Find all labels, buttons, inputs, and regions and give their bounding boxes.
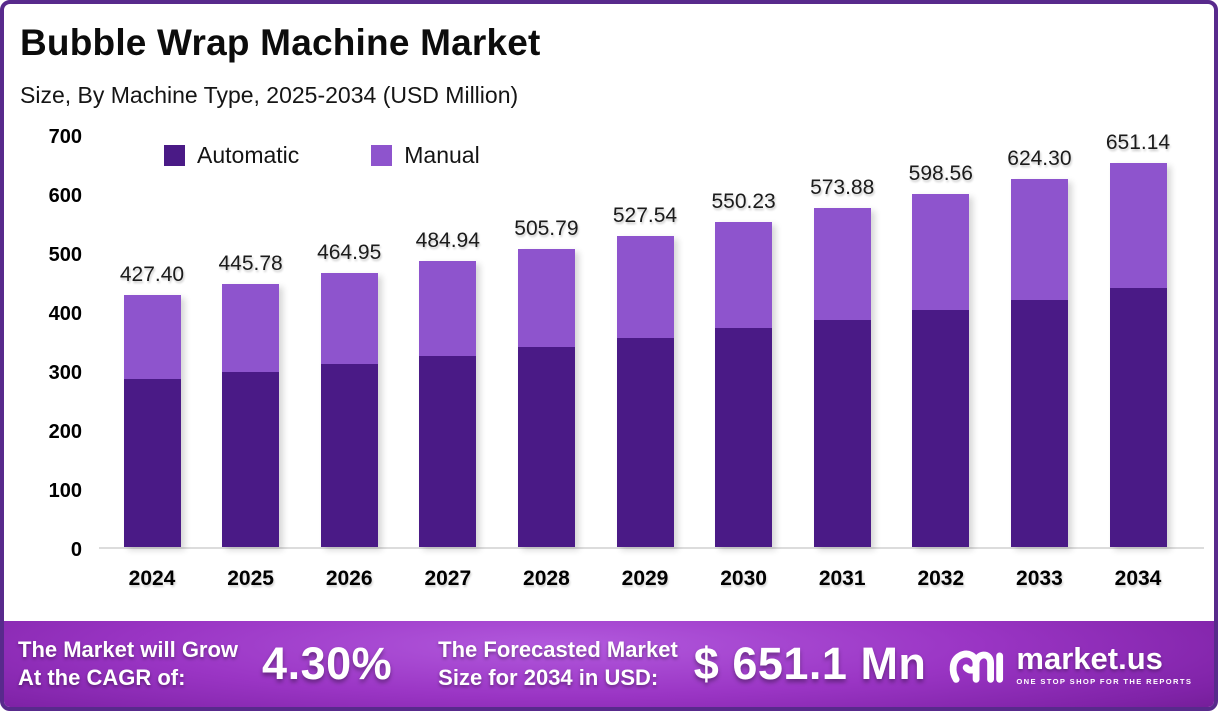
bar-total-label-2025: 445.78	[218, 252, 283, 275]
bar-total-label-2031: 573.88	[810, 176, 875, 200]
page-subtitle: Size, By Machine Type, 2025-2034 (USD Mi…	[20, 82, 519, 108]
legend-label-manual: Manual	[404, 142, 480, 168]
bar-2032-manual-segment	[912, 193, 970, 310]
bar-2032	[912, 193, 970, 547]
forecast-label-line1: The Forecasted Market	[438, 636, 678, 662]
bar-2031-automatic-segment	[813, 319, 871, 547]
bar-2028-automatic-segment	[517, 346, 575, 547]
x-axis-label-2034: 2034	[1114, 567, 1162, 590]
automatic-swatch-icon	[164, 145, 185, 166]
forecast-value: $ 651.1 Mn	[693, 638, 927, 689]
bar-2029	[616, 235, 674, 547]
forecast-label: The Forecasted Market Size for 2034 in U…	[438, 636, 678, 692]
bar-total-label-2033: 624.30	[1007, 146, 1072, 170]
bar-2034-automatic-segment	[1109, 287, 1167, 547]
bar-2029-manual-segment	[616, 235, 674, 338]
bar-2033	[1010, 178, 1068, 547]
bar-2033-manual-segment	[1010, 178, 1068, 300]
x-axis-label-2029: 2029	[621, 567, 669, 590]
y-axis-tick-700: 700	[48, 126, 82, 148]
legend-item-automatic: Automatic	[164, 142, 299, 169]
x-axis-label-2028: 2028	[523, 567, 570, 590]
bar-2030-manual-segment	[715, 222, 773, 329]
legend-item-manual: Manual	[371, 142, 480, 169]
y-axis-tick-0: 0	[70, 539, 82, 561]
bar-2026-automatic-segment	[320, 363, 378, 547]
bar-total-label-2029: 527.54	[612, 203, 678, 227]
x-axis-label-2024: 2024	[128, 567, 176, 590]
x-axis-label-2027: 2027	[424, 567, 472, 590]
chart-area: Automatic Manual 427.40 2024 445.78 2025 464…	[14, 126, 1209, 590]
bar-2028-manual-segment	[517, 248, 575, 347]
market-us-logo-icon	[950, 650, 1004, 683]
bar-2026	[320, 272, 378, 547]
bar-2031-manual-segment	[813, 208, 871, 320]
bar-2025	[222, 284, 280, 547]
bar-2025-automatic-segment	[222, 371, 280, 547]
x-axis-label-2026: 2026	[325, 567, 373, 590]
forecast-label-line2: Size for 2034 in USD:	[438, 665, 659, 690]
chart-legend: Automatic Manual	[164, 142, 480, 169]
x-axis-label-2033: 2033	[1016, 567, 1063, 590]
page-title: Bubble Wrap Machine Market	[20, 22, 541, 63]
bar-total-label-2030: 550.23	[711, 190, 776, 214]
y-axis-tick-300: 300	[48, 362, 82, 384]
x-axis-label-2032: 2032	[917, 567, 965, 590]
bar-total-label-2027: 484.94	[415, 228, 480, 252]
footer-banner: The Market will Grow At the CAGR of: 4.3…	[4, 621, 1214, 707]
bar-2027-automatic-segment	[419, 355, 477, 547]
bar-2024-manual-segment	[123, 294, 181, 380]
bar-2029-automatic-segment	[616, 337, 674, 547]
x-axis-label-2025: 2025	[227, 567, 274, 590]
bar-2024	[123, 294, 181, 547]
bar-2026-manual-segment	[320, 272, 378, 364]
bar-2030-automatic-segment	[715, 328, 773, 547]
brand-text: market.us ONE STOP SHOP FOR THE REPORTS	[1016, 643, 1192, 686]
bar-total-label-2034: 651.14	[1105, 130, 1171, 154]
y-axis-tick-600: 600	[48, 185, 82, 207]
bar-total-label-2024: 427.40	[119, 262, 185, 286]
bar-2025-manual-segment	[222, 284, 280, 372]
bar-total-label-2026: 464.95	[317, 240, 382, 264]
bar-2034	[1109, 162, 1167, 547]
brand-block: market.us ONE STOP SHOP FOR THE REPORTS	[948, 638, 1192, 690]
bar-2031	[813, 208, 871, 547]
x-axis-label-2030: 2030	[720, 567, 767, 590]
bar-total-label-2032: 598.56	[908, 161, 973, 185]
bar-2033-automatic-segment	[1010, 299, 1068, 547]
bar-2027	[419, 260, 477, 547]
y-axis-tick-400: 400	[48, 303, 82, 325]
cagr-label: The Market will Grow At the CAGR of:	[18, 636, 238, 692]
y-axis-tick-500: 500	[48, 244, 82, 266]
manual-swatch-icon	[371, 145, 393, 166]
bar-2030	[715, 222, 773, 547]
y-axis-tick-100: 100	[48, 480, 82, 502]
brand-name: market.us	[1016, 640, 1163, 676]
y-axis-tick-200: 200	[48, 421, 82, 443]
bar-2032-automatic-segment	[912, 309, 970, 547]
bar-total-label-2028: 505.79	[514, 216, 579, 240]
bar-2027-manual-segment	[419, 260, 477, 356]
plot-area: 427.40 2024 445.78 2025 464.95 2026 484.94 2027…	[99, 131, 1204, 590]
bar-2034-manual-segment	[1109, 162, 1167, 288]
cagr-label-line1: The Market will Grow	[18, 636, 239, 662]
cagr-label-line2: At the CAGR of:	[18, 665, 186, 690]
bar-2024-automatic-segment	[123, 379, 181, 547]
bar-2028	[517, 248, 575, 547]
cagr-value: 4.30%	[262, 638, 393, 689]
legend-label-automatic: Automatic	[197, 142, 300, 168]
x-axis-label-2031: 2031	[818, 567, 866, 590]
brand-tagline: ONE STOP SHOP FOR THE REPORTS	[1016, 676, 1193, 686]
